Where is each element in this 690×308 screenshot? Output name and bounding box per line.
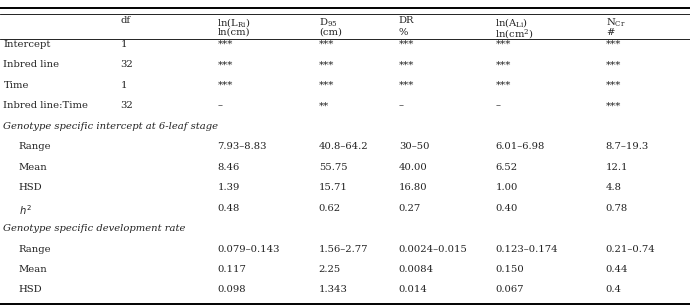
Text: $\mathregular{ln(A_{Li})}$: $\mathregular{ln(A_{Li})}$ — [495, 16, 529, 29]
Text: –: – — [217, 101, 222, 110]
Text: ***: *** — [399, 81, 414, 90]
Text: ***: *** — [606, 101, 621, 110]
Text: **: ** — [319, 101, 329, 110]
Text: 55.75: 55.75 — [319, 163, 347, 172]
Text: 15.71: 15.71 — [319, 183, 348, 192]
Text: 12.1: 12.1 — [606, 163, 629, 172]
Text: ln(cm): ln(cm) — [217, 28, 250, 37]
Text: $\mathregular{ln(L_{Ri})}$: $\mathregular{ln(L_{Ri})}$ — [217, 16, 250, 29]
Text: HSD: HSD — [19, 183, 42, 192]
Text: ***: *** — [399, 60, 414, 70]
Text: 1: 1 — [121, 40, 127, 49]
Text: 0.067: 0.067 — [495, 286, 524, 294]
Text: 8.46: 8.46 — [217, 163, 239, 172]
Text: $\mathregular{D_{95}}$: $\mathregular{D_{95}}$ — [319, 16, 337, 29]
Text: $h^2$: $h^2$ — [19, 204, 32, 217]
Text: ***: *** — [217, 60, 233, 70]
Text: ***: *** — [606, 60, 621, 70]
Text: 0.21–0.74: 0.21–0.74 — [606, 245, 656, 253]
Text: 0.62: 0.62 — [319, 204, 341, 213]
Text: ***: *** — [399, 40, 414, 49]
Text: $\mathregular{ln(cm^2)}$: $\mathregular{ln(cm^2)}$ — [495, 28, 534, 41]
Text: 0.117: 0.117 — [217, 265, 246, 274]
Text: 0.0024–0.015: 0.0024–0.015 — [399, 245, 468, 253]
Text: 1.343: 1.343 — [319, 286, 348, 294]
Text: Time: Time — [3, 81, 29, 90]
Text: ***: *** — [495, 40, 511, 49]
Text: Inbred line: Inbred line — [3, 60, 59, 70]
Text: 0.78: 0.78 — [606, 204, 628, 213]
Text: 7.93–8.83: 7.93–8.83 — [217, 142, 267, 151]
Text: 0.44: 0.44 — [606, 265, 629, 274]
Text: –: – — [495, 101, 500, 110]
Text: ***: *** — [319, 40, 334, 49]
Text: 4.8: 4.8 — [606, 183, 622, 192]
Text: ***: *** — [319, 60, 334, 70]
Text: 1.56–2.77: 1.56–2.77 — [319, 245, 368, 253]
Text: 6.01–6.98: 6.01–6.98 — [495, 142, 545, 151]
Text: 40.8–64.2: 40.8–64.2 — [319, 142, 368, 151]
Text: –: – — [399, 101, 404, 110]
Text: 0.48: 0.48 — [217, 204, 239, 213]
Text: 8.7–19.3: 8.7–19.3 — [606, 142, 649, 151]
Text: $\mathregular{N_{Cr}}$: $\mathregular{N_{Cr}}$ — [606, 16, 625, 29]
Text: 0.079–0.143: 0.079–0.143 — [217, 245, 280, 253]
Text: Intercept: Intercept — [3, 40, 51, 49]
Text: 0.27: 0.27 — [399, 204, 421, 213]
Text: 1.00: 1.00 — [495, 183, 518, 192]
Text: 30–50: 30–50 — [399, 142, 429, 151]
Text: ***: *** — [495, 81, 511, 90]
Text: HSD: HSD — [19, 286, 42, 294]
Text: ***: *** — [217, 40, 233, 49]
Text: DR: DR — [399, 16, 414, 25]
Text: 0.014: 0.014 — [399, 286, 428, 294]
Text: 0.098: 0.098 — [217, 286, 246, 294]
Text: df: df — [121, 16, 131, 25]
Text: %: % — [399, 28, 408, 37]
Text: ***: *** — [606, 81, 621, 90]
Text: ***: *** — [217, 81, 233, 90]
Text: 0.123–0.174: 0.123–0.174 — [495, 245, 558, 253]
Text: 0.150: 0.150 — [495, 265, 524, 274]
Text: Range: Range — [19, 245, 51, 253]
Text: 32: 32 — [121, 60, 133, 70]
Text: 2.25: 2.25 — [319, 265, 341, 274]
Text: 0.0084: 0.0084 — [399, 265, 434, 274]
Text: Mean: Mean — [19, 265, 48, 274]
Text: 0.40: 0.40 — [495, 204, 518, 213]
Text: Genotype specific intercept at 6-leaf stage: Genotype specific intercept at 6-leaf st… — [3, 122, 219, 131]
Text: 6.52: 6.52 — [495, 163, 518, 172]
Text: ***: *** — [495, 60, 511, 70]
Text: Range: Range — [19, 142, 51, 151]
Text: Inbred line:Time: Inbred line:Time — [3, 101, 88, 110]
Text: 40.00: 40.00 — [399, 163, 428, 172]
Text: 16.80: 16.80 — [399, 183, 427, 192]
Text: 1: 1 — [121, 81, 127, 90]
Text: Genotype specific development rate: Genotype specific development rate — [3, 224, 186, 233]
Text: ***: *** — [606, 40, 621, 49]
Text: Mean: Mean — [19, 163, 48, 172]
Text: (cm): (cm) — [319, 28, 342, 37]
Text: ***: *** — [319, 81, 334, 90]
Text: #: # — [606, 28, 614, 37]
Text: 32: 32 — [121, 101, 133, 110]
Text: 0.4: 0.4 — [606, 286, 622, 294]
Text: 1.39: 1.39 — [217, 183, 239, 192]
